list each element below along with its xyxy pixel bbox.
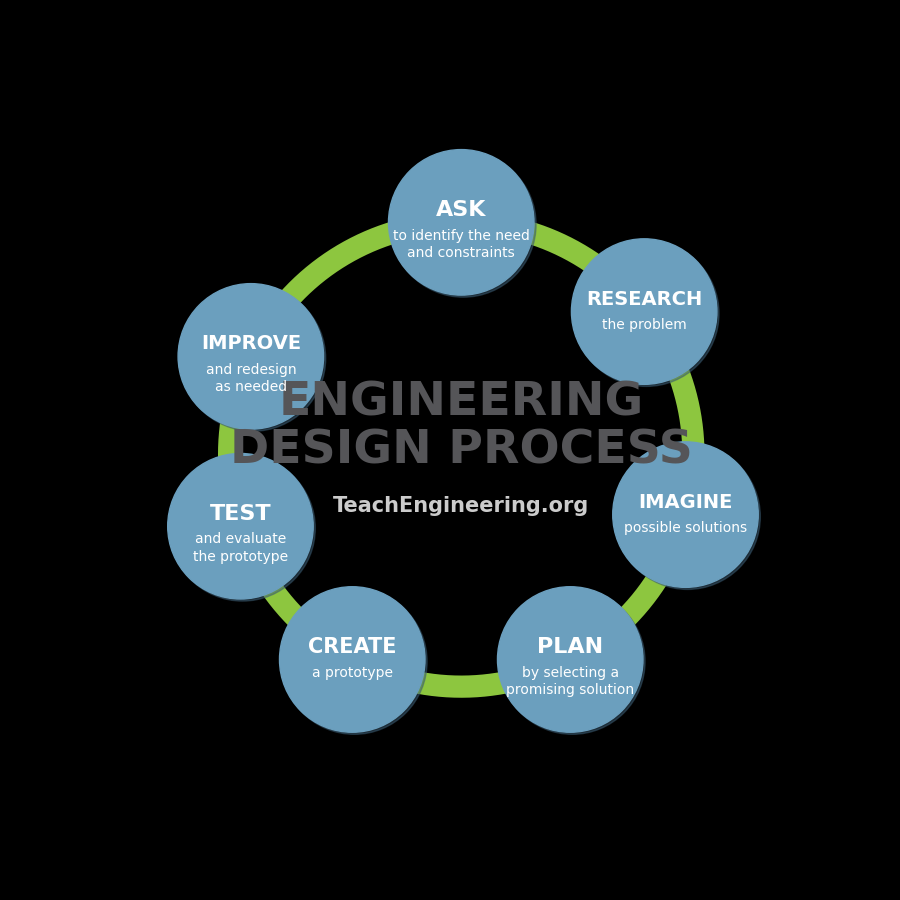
Text: PLAN: PLAN [537,637,603,657]
Circle shape [500,589,645,734]
Text: RESEARCH: RESEARCH [586,290,702,309]
Circle shape [170,455,315,601]
Text: to identify the need
and constraints: to identify the need and constraints [392,229,530,260]
Circle shape [389,149,534,295]
Text: ENGINEERING: ENGINEERING [279,380,644,425]
Circle shape [498,587,643,733]
Text: DESIGN PROCESS: DESIGN PROCESS [230,428,693,473]
Text: and redesign
as needed: and redesign as needed [205,363,296,394]
Circle shape [167,454,313,599]
Text: ASK: ASK [436,200,486,220]
Text: TEST: TEST [210,504,271,524]
Circle shape [282,589,428,734]
Circle shape [280,587,425,733]
Circle shape [573,241,719,386]
Text: a prototype: a prototype [311,666,392,680]
Circle shape [180,285,326,431]
Text: TeachEngineering.org: TeachEngineering.org [333,497,590,517]
Text: the problem: the problem [602,318,687,332]
Circle shape [178,284,324,429]
Text: by selecting a
promising solution: by selecting a promising solution [506,666,634,697]
Text: IMPROVE: IMPROVE [201,335,301,354]
Text: CREATE: CREATE [308,637,397,657]
Circle shape [572,238,717,384]
Circle shape [391,152,536,297]
Text: and evaluate
the prototype: and evaluate the prototype [193,533,288,563]
Text: possible solutions: possible solutions [624,521,747,535]
Circle shape [613,442,759,588]
Text: IMAGINE: IMAGINE [638,492,733,511]
Circle shape [615,444,760,590]
